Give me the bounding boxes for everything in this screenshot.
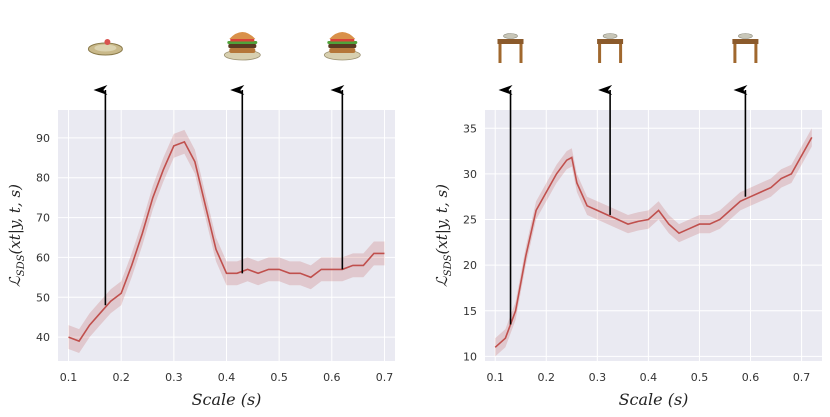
table-leg-left — [598, 44, 602, 63]
x-tick-label: 0.6 — [323, 371, 341, 384]
x-tick-label: 0.4 — [640, 371, 658, 384]
burger-lettuce — [227, 41, 258, 44]
x-tick-label: 0.2 — [112, 371, 130, 384]
burger-top-bun — [229, 32, 256, 39]
x-tick-label: 0.3 — [589, 371, 607, 384]
x-tick-label: 0.6 — [742, 371, 760, 384]
table-icon — [597, 33, 624, 63]
y-axis-label-main: ℒ — [6, 275, 24, 287]
chart-panel-2: 0.1 0.2 0.3 0.4 0.5 0.6 0.7 10 15 20 25 30 35 Scale (… — [433, 33, 822, 409]
table-dish — [738, 33, 753, 39]
x-axis-label: Scale (s) — [619, 390, 689, 409]
burger-patty — [228, 44, 257, 48]
table-leg-right — [619, 44, 623, 63]
y-tick-label: 70 — [36, 212, 50, 225]
table-top — [497, 39, 524, 44]
x-tick-label: 0.5 — [691, 371, 709, 384]
burger-top-bun — [329, 32, 356, 39]
burger-icon — [223, 32, 261, 61]
burger-bottom-bun — [229, 48, 256, 53]
y-tick-label: 40 — [36, 331, 50, 344]
table-dish — [503, 33, 518, 39]
burger-tomato — [230, 39, 255, 42]
table-dish — [602, 33, 618, 39]
y-axis-label: ℒSDS(xt|y, t, s) — [433, 184, 454, 287]
table-top — [732, 39, 759, 44]
plate-center — [94, 44, 117, 52]
y-axis-label-sub: SDS — [16, 254, 27, 276]
x-tick-label: 0.1 — [486, 371, 504, 384]
y-axis-label: ℒSDS(xt|y, t, s) — [6, 184, 27, 287]
burger-tomato — [330, 39, 355, 42]
y-tick-label: 10 — [463, 350, 477, 363]
y-axis-label-args: (xt|y, t, s) — [433, 184, 451, 255]
y-axis-label-main: ℒ — [433, 275, 451, 287]
burger-bottom-bun — [329, 48, 356, 53]
table-leg-left — [733, 44, 737, 63]
y-tick-label: 80 — [36, 172, 50, 185]
y-tick-label: 25 — [463, 214, 477, 227]
y-axis-label-sub: SDS — [443, 254, 454, 276]
burger-lettuce — [327, 41, 358, 44]
table-icon — [497, 33, 524, 63]
x-tick-label: 0.2 — [538, 371, 556, 384]
table-top — [597, 39, 624, 44]
x-tick-label: 0.4 — [218, 371, 236, 384]
y-tick-label: 60 — [36, 251, 50, 264]
table-leg-right — [519, 44, 523, 63]
x-tick-label: 0.5 — [270, 371, 288, 384]
y-tick-label: 35 — [463, 122, 477, 135]
burger-patty — [328, 44, 357, 48]
y-tick-label: 15 — [463, 305, 477, 318]
x-tick-label: 0.7 — [793, 371, 811, 384]
burger-icon — [323, 32, 361, 61]
x-axis-label: Scale (s) — [192, 390, 262, 409]
plate-icon — [87, 39, 123, 56]
x-tick-label: 0.3 — [165, 371, 183, 384]
y-tick-label: 20 — [463, 259, 477, 272]
y-tick-label: 50 — [36, 291, 50, 304]
y-axis-label-args: (xt|y, t, s) — [6, 184, 24, 255]
plate-item — [104, 39, 111, 45]
x-tick-label: 0.1 — [60, 371, 78, 384]
plot-background — [485, 110, 822, 361]
table-leg-right — [754, 44, 758, 63]
chart-panel-1: 0.1 0.2 0.3 0.4 0.5 0.6 0.7 40 50 60 70 80 90 Scale (… — [6, 32, 395, 409]
y-tick-label: 30 — [463, 168, 477, 181]
table-icon — [732, 33, 759, 63]
y-tick-label: 90 — [36, 132, 50, 145]
series-line — [494, 137, 813, 348]
series-line — [68, 140, 385, 343]
x-tick-label: 0.7 — [376, 371, 394, 384]
table-leg-left — [498, 44, 502, 63]
